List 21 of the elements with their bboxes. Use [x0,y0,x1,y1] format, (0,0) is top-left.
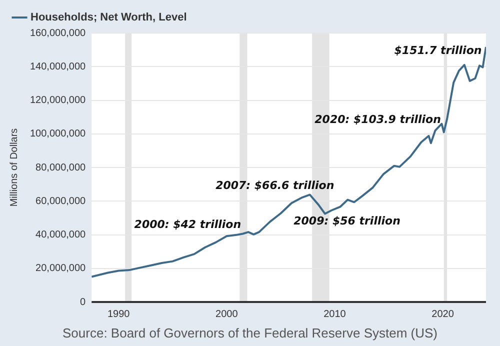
y-tick-label: 140,000,000 [30,61,86,72]
annotation: 2007: $66.6 trillion [216,178,334,192]
x-tick-label: 2020 [432,308,454,320]
y-tick-label: 20,000,000 [36,263,86,274]
annotation: 2009: $56 trillion [294,214,401,228]
y-tick-label: 80,000,000 [36,162,86,174]
y-tick-label: 0 [80,296,86,308]
x-tick-label: 1990 [108,308,130,320]
y-axis-title: Millions of Dollars [8,128,20,207]
annotation: $151.7 trillion [394,44,482,57]
x-tick-label: 2000 [216,308,238,320]
y-tick-label: 60,000,000 [36,196,86,207]
source-note: Source: Board of Governors of the Federal Reserve System (US) [62,326,438,341]
annotation: 2000: $42 trillion [134,218,242,232]
y-tick-label: 40,000,000 [36,230,86,240]
y-tick-label: 100,000,000 [30,128,86,140]
y-tick-label: 160,000,000 [30,28,86,39]
annotation: 2020: $103.9 trillion [314,113,442,126]
y-tick-label: 120,000,000 [30,95,86,106]
x-tick-label: 2010 [324,308,346,320]
legend-label: Households; Net Worth, Level [30,12,187,24]
